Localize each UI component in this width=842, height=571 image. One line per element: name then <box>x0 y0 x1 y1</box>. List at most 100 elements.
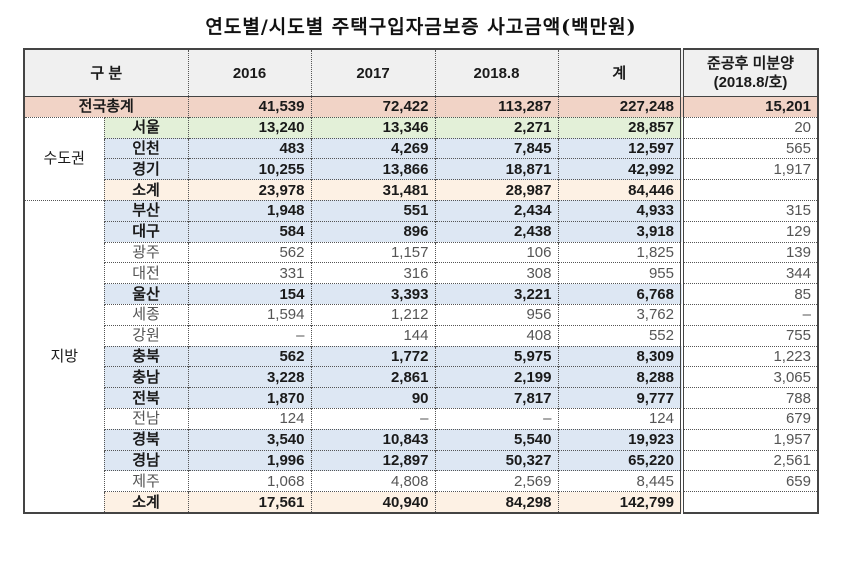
region-label: 충남 <box>103 366 188 388</box>
region-label: 세종 <box>103 303 188 326</box>
cell-total: 12,597 <box>557 137 682 159</box>
cell-2017: 1,772 <box>310 345 435 367</box>
cell-2016: 1,870 <box>187 387 311 409</box>
cell-2016: 562 <box>187 241 311 263</box>
cell-2017: 40,940 <box>310 491 435 513</box>
cell-total: 3,918 <box>557 220 682 243</box>
cell-unsold: 3,065 <box>680 366 818 388</box>
cell-total: 84,446 <box>557 179 682 201</box>
header-unsold: 준공후 미분양 (2018.8/호) <box>680 49 818 97</box>
cell-2018: 2,271 <box>434 116 558 139</box>
cell-2017: 4,808 <box>310 470 435 492</box>
cell-2016: 3,540 <box>187 428 311 451</box>
cell-2017: 316 <box>310 262 435 284</box>
cell-2018: 2,438 <box>434 220 558 243</box>
table-row: 지방 부산 1,948 551 2,434 4,933 315 <box>24 199 818 513</box>
cell-2016: 1,594 <box>187 303 311 326</box>
cell-unsold: 1,917 <box>680 158 818 180</box>
header-2017: 2017 <box>310 49 435 97</box>
header-2016: 2016 <box>187 49 311 97</box>
cell-total: 227,248 <box>557 96 682 118</box>
table-row: 수도권 서울 13,240 13,346 2,271 28,857 20 <box>24 116 818 201</box>
table-row: 전북 1,870 90 7,817 9,777 788 <box>24 387 818 409</box>
cell-unsold: 129 <box>680 220 818 243</box>
cell-total: 3,762 <box>557 303 682 326</box>
cell-2017: 551 <box>310 199 435 222</box>
cell-total: 552 <box>557 324 682 347</box>
cell-2018: 956 <box>434 303 558 326</box>
region-label: 전북 <box>103 387 188 409</box>
cell-unsold: 15,201 <box>680 96 818 118</box>
cell-unsold: 344 <box>680 262 818 284</box>
cell-unsold: 85 <box>680 283 818 305</box>
region-label: 충북 <box>103 345 188 367</box>
cell-unsold: 1,223 <box>680 345 818 367</box>
cell-2017: 72,422 <box>310 96 435 118</box>
cell-2018: 2,569 <box>434 470 558 492</box>
cell-unsold: 659 <box>680 470 818 492</box>
cell-total: 42,992 <box>557 158 682 180</box>
cell-2016: 17,561 <box>187 491 311 513</box>
cell-2016: 23,978 <box>187 179 311 201</box>
cell-total: 124 <box>557 407 682 430</box>
cell-2017: 4,269 <box>310 137 435 159</box>
cell-2016: 3,228 <box>187 366 311 388</box>
cell-2017: 896 <box>310 220 435 243</box>
region-label: 경북 <box>103 428 188 451</box>
group-label-local: 지방 <box>24 199 104 513</box>
region-label: 제주 <box>103 470 188 492</box>
header-category: 구 분 <box>24 49 188 97</box>
region-label: 경남 <box>103 449 188 471</box>
cell-2017: 144 <box>310 324 435 347</box>
region-label: 부산 <box>103 199 188 222</box>
region-label: 광주 <box>103 241 188 263</box>
table-row: 대전 331 316 308 955 344 <box>24 262 818 284</box>
region-label: 울산 <box>103 283 188 305</box>
table-title: 연도별/시도별 주택구입자금보증 사고금액(백만원) <box>205 16 637 38</box>
region-label: 대전 <box>103 262 188 284</box>
cell-2016: 10,255 <box>187 158 311 180</box>
cell-unsold <box>680 491 818 513</box>
cell-2017: 12,897 <box>310 449 435 471</box>
table-row: 충북 562 1,772 5,975 8,309 1,223 <box>24 345 818 367</box>
cell-total: 65,220 <box>557 449 682 471</box>
table-row: 광주 562 1,157 106 1,825 139 <box>24 241 818 263</box>
cell-2017: 13,346 <box>310 116 435 139</box>
national-total-row: 전국총계 41,539 72,422 113,287 227,248 15,20… <box>24 96 818 118</box>
cell-total: 8,309 <box>557 345 682 367</box>
table-row: 경북 3,540 10,843 5,540 19,923 1,957 <box>24 428 818 451</box>
cell-2018: 28,987 <box>434 179 558 201</box>
table-row: 울산 154 3,393 3,221 6,768 85 <box>24 283 818 305</box>
table-row: 세종 1,594 1,212 956 3,762 – <box>24 303 818 326</box>
cell-2017: 1,212 <box>310 303 435 326</box>
table-row: 경기 10,255 13,866 18,871 42,992 1,917 <box>24 158 818 180</box>
cell-2016: 1,996 <box>187 449 311 471</box>
cell-unsold: 20 <box>680 116 818 139</box>
region-label: 강원 <box>103 324 188 347</box>
cell-unsold: 788 <box>680 387 818 409</box>
cell-unsold: 315 <box>680 199 818 222</box>
accident-amount-table: 구 분 2016 2017 2018.8 계 준공후 미분양 (2018.8/호… <box>23 48 819 514</box>
cell-2016: 331 <box>187 262 311 284</box>
cell-unsold: 565 <box>680 137 818 159</box>
cell-unsold: 139 <box>680 241 818 263</box>
cell-2016: 13,240 <box>187 116 311 139</box>
cell-total: 955 <box>557 262 682 284</box>
cell-2018: 7,817 <box>434 387 558 409</box>
cell-total: 8,445 <box>557 470 682 492</box>
cell-2018: 408 <box>434 324 558 347</box>
cell-total: 19,923 <box>557 428 682 451</box>
cell-2018: 2,199 <box>434 366 558 388</box>
cell-unsold <box>680 179 818 201</box>
region-label: 전남 <box>103 407 188 430</box>
cell-2016: 562 <box>187 345 311 367</box>
cell-total: 1,825 <box>557 241 682 263</box>
cell-2016: 154 <box>187 283 311 305</box>
cell-2017: 90 <box>310 387 435 409</box>
region-label: 경기 <box>103 158 188 180</box>
table-row: 전남 124 – – 124 679 <box>24 407 818 430</box>
region-label: 소계 <box>103 179 188 201</box>
cell-2018: 113,287 <box>434 96 558 118</box>
cell-total: 8,288 <box>557 366 682 388</box>
region-label: 서울 <box>103 116 188 139</box>
